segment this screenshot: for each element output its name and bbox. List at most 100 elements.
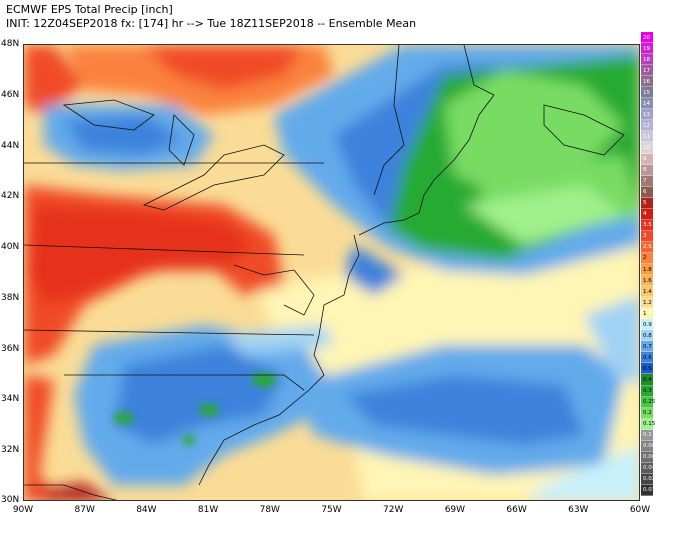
lat-label: 30N — [1, 495, 20, 505]
legend-label: 5 — [643, 200, 647, 207]
legend-swatch — [641, 396, 653, 408]
legend-label: 0.7 — [643, 343, 652, 350]
legend-swatch — [641, 341, 653, 353]
legend-label: 4 — [643, 211, 647, 218]
legend-label: 0.8 — [643, 332, 652, 339]
legend-swatch — [641, 308, 653, 320]
legend-swatch — [641, 484, 653, 496]
legend-label: 12 — [643, 122, 650, 129]
legend-swatch — [641, 418, 653, 430]
legend-label: 19 — [643, 45, 650, 52]
legend-swatch — [641, 230, 653, 242]
legend-swatch — [641, 319, 653, 331]
legend-label: 7 — [643, 178, 647, 185]
lon-label: 72W — [383, 505, 404, 515]
legend-label: 20 — [643, 34, 650, 41]
legend-swatch — [641, 43, 653, 55]
legend-swatch — [641, 363, 653, 375]
legend-swatch — [641, 451, 653, 463]
legend-swatch — [641, 219, 653, 231]
legend-label: 8 — [643, 167, 647, 174]
legend-swatch — [641, 241, 653, 253]
map-subtitle: INIT: 12Z04SEP2018 fx: [174] hr --> Tue … — [6, 17, 417, 30]
legend-label: 1.8 — [643, 266, 652, 273]
legend-label: 0.06 — [643, 454, 656, 461]
legend-swatch — [641, 164, 653, 176]
legend-label: 3.5 — [643, 222, 652, 229]
lon-label: 90W — [12, 505, 34, 515]
legend-swatch — [641, 286, 653, 298]
legend-swatch — [641, 120, 653, 132]
lat-label: 38N — [1, 292, 20, 303]
map-header: ECMWF EPS Total Precip [inch] INIT: 12Z0… — [6, 3, 416, 31]
legend-label: 6 — [643, 189, 647, 196]
lon-label: 69W — [444, 505, 466, 515]
legend-label: 0.15 — [643, 421, 656, 428]
legend-label: 0.08 — [643, 443, 656, 450]
legend-swatch — [641, 407, 653, 419]
lat-label: 40N — [1, 242, 20, 253]
legend-label: 1.4 — [643, 288, 652, 295]
legend-swatch — [641, 275, 653, 287]
legend-swatch — [641, 65, 653, 77]
legend-swatch — [641, 76, 653, 88]
legend-label: 0.4 — [643, 377, 652, 383]
legend-label: 0.01 — [643, 487, 656, 494]
legend-label: 2 — [643, 255, 647, 262]
legend-swatch — [641, 142, 653, 154]
legend-swatch — [641, 186, 653, 198]
legend-label: 10 — [643, 145, 650, 151]
lon-label: 66W — [506, 505, 527, 515]
legend-swatch — [641, 352, 653, 364]
coastlines — [24, 45, 625, 500]
legend-swatch — [641, 87, 653, 99]
legend-label: 1.2 — [643, 299, 652, 306]
legend-swatch — [641, 252, 653, 264]
legend-label: 0.2 — [643, 410, 652, 417]
legend-swatch — [641, 197, 653, 209]
legend-label: 16 — [643, 78, 650, 85]
legend-swatch — [641, 98, 653, 110]
legend-label: 2.5 — [643, 244, 652, 251]
legend-swatch — [641, 153, 653, 165]
legend-label: 0.3 — [643, 388, 652, 395]
legend-swatch — [641, 208, 653, 220]
lat-label: 34N — [1, 394, 20, 405]
legend-swatch — [641, 473, 653, 485]
legend-swatch — [641, 297, 653, 309]
legend-swatch — [641, 54, 653, 66]
legend-label: 13 — [643, 111, 650, 118]
legend-label: 17 — [643, 67, 650, 74]
legend-label: 0.6 — [643, 354, 652, 361]
legend-label: 0.5 — [643, 365, 652, 372]
legend-label: 0.25 — [643, 399, 656, 406]
legend-label: 3 — [643, 233, 647, 240]
legend-label: 1.6 — [643, 277, 652, 284]
legend-swatch — [641, 330, 653, 342]
lon-label: 84W — [136, 505, 157, 515]
legend-label: 0.1 — [643, 432, 652, 439]
legend-swatch — [641, 109, 653, 121]
lat-label: 36N — [1, 343, 20, 354]
precip-map — [23, 44, 640, 501]
legend-swatch — [641, 32, 653, 44]
lon-label: 87W — [74, 505, 95, 515]
legend-label: 18 — [643, 56, 650, 63]
legend-swatch — [641, 385, 653, 397]
legend-label: 9 — [643, 156, 647, 163]
lat-label: 46N — [1, 89, 20, 100]
lon-label: 81W — [197, 505, 219, 515]
legend-swatch — [641, 429, 653, 441]
lon-label: 60W — [629, 505, 651, 515]
lon-label: 75W — [321, 505, 342, 515]
lat-label: 44N — [1, 140, 20, 151]
legend-label: 0.04 — [643, 465, 656, 472]
precip-field — [24, 45, 639, 500]
lat-label: 32N — [1, 445, 20, 456]
legend-label: 15 — [643, 89, 650, 96]
map-title: ECMWF EPS Total Precip [inch] — [6, 3, 173, 16]
legend-swatch — [641, 462, 653, 474]
legend-label: 14 — [643, 100, 650, 107]
legend-swatch — [641, 131, 653, 143]
legend-label: 0.9 — [643, 321, 652, 328]
